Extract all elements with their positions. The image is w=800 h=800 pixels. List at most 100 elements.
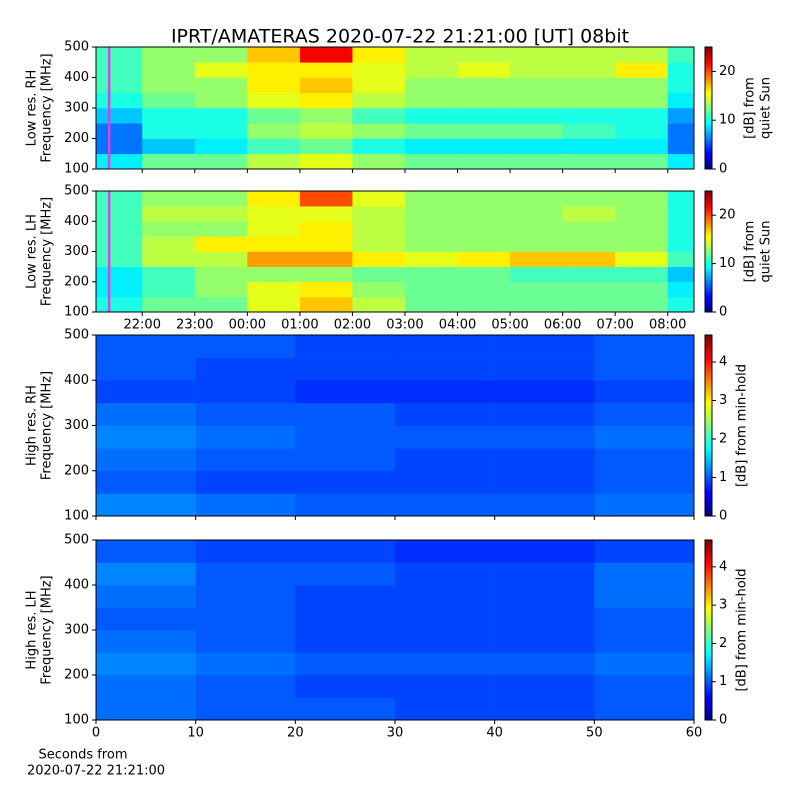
heatmap-cell bbox=[562, 138, 616, 155]
colorbar-step bbox=[705, 71, 712, 74]
colorbar-step bbox=[705, 305, 712, 309]
y-tick-label: 300 bbox=[64, 418, 89, 433]
colorbar-step bbox=[705, 132, 712, 135]
heatmap-cell bbox=[395, 425, 495, 449]
heatmap-cell bbox=[96, 221, 143, 237]
colorbar-step bbox=[705, 543, 712, 547]
heatmap-cell bbox=[96, 77, 143, 94]
colorbar-step bbox=[705, 309, 712, 313]
colorbar-step bbox=[705, 209, 712, 212]
colorbar-step bbox=[705, 293, 712, 297]
colorbar-step bbox=[705, 271, 712, 275]
colorbar-step bbox=[705, 85, 712, 89]
y-tick-label: 100 bbox=[64, 713, 89, 728]
colorbar-step bbox=[705, 633, 712, 637]
heatmap-cell bbox=[295, 585, 396, 608]
colorbar-step bbox=[705, 205, 712, 208]
colorbar-step bbox=[705, 714, 712, 718]
colorbar-step bbox=[705, 267, 712, 271]
colorbar-step bbox=[705, 215, 712, 218]
colorbar-step bbox=[705, 561, 712, 565]
heatmap-cell bbox=[562, 191, 616, 207]
heatmap-cell bbox=[194, 153, 248, 170]
colorbar-step bbox=[705, 103, 712, 107]
colorbar-step bbox=[705, 160, 712, 164]
heatmap-cell bbox=[299, 62, 353, 78]
heatmap-cell bbox=[510, 251, 563, 267]
heatmap-cell bbox=[510, 47, 563, 63]
heatmap-cell bbox=[395, 493, 495, 517]
colorbar-step bbox=[705, 112, 712, 115]
colorbar-step bbox=[705, 75, 712, 78]
heatmap-cell bbox=[562, 47, 616, 63]
heatmap-cell bbox=[494, 357, 595, 381]
heatmap-cell bbox=[299, 108, 353, 124]
colorbar-step bbox=[705, 693, 712, 697]
colorbar-step bbox=[705, 91, 712, 95]
x-tick-label: 08:00 bbox=[649, 318, 686, 333]
heatmap-cell bbox=[142, 206, 196, 222]
colorbar-step bbox=[705, 101, 712, 105]
heatmap-cell bbox=[195, 380, 296, 404]
colorbar-step bbox=[705, 49, 712, 52]
colorbar-tick-label: 1 bbox=[719, 470, 727, 485]
heatmap-cell bbox=[96, 92, 143, 109]
colorbar-step bbox=[705, 461, 712, 466]
colorbar-step bbox=[705, 636, 712, 640]
colorbar-step bbox=[705, 419, 712, 423]
heatmap-cell bbox=[299, 191, 353, 207]
heatmap-cell bbox=[594, 470, 695, 494]
colorbar-step bbox=[705, 269, 712, 273]
colorbar-step bbox=[705, 564, 712, 568]
colorbar-step bbox=[705, 464, 712, 469]
heatmap-cell bbox=[295, 607, 396, 631]
heatmap-cell bbox=[457, 153, 511, 170]
colorbar-step bbox=[705, 597, 712, 601]
heatmap-cell bbox=[195, 357, 296, 381]
heatmap-cell bbox=[594, 335, 695, 358]
heatmap-cell bbox=[299, 77, 353, 94]
colorbar-step bbox=[705, 398, 712, 402]
colorbar-step bbox=[705, 666, 712, 670]
colorbar-step bbox=[705, 470, 712, 475]
heatmap-cell bbox=[142, 138, 196, 155]
colorbar-step bbox=[705, 374, 712, 378]
heatmap-cell bbox=[194, 281, 248, 298]
heatmap-cell bbox=[142, 92, 196, 109]
colorbar-step bbox=[705, 243, 712, 246]
heatmap-cell bbox=[295, 335, 396, 358]
colorbar-step bbox=[705, 618, 712, 622]
colorbar-step bbox=[705, 53, 712, 56]
heatmap-cell bbox=[510, 62, 563, 78]
colorbar-step bbox=[705, 585, 712, 589]
heatmap-cell bbox=[96, 448, 196, 472]
heatmap-cell bbox=[299, 296, 353, 313]
heatmap-cell bbox=[594, 630, 695, 653]
heatmap-cell bbox=[299, 236, 353, 252]
heatmap-cell bbox=[195, 493, 296, 517]
heatmap-cell bbox=[667, 153, 695, 170]
heatmap-cell bbox=[562, 206, 616, 222]
colorbar-step bbox=[705, 213, 712, 216]
heatmap-cell bbox=[295, 630, 396, 653]
heatmap-cell bbox=[457, 236, 511, 252]
heatmap-cell bbox=[404, 221, 458, 237]
colorbar-step bbox=[705, 235, 712, 238]
colorbar-step bbox=[705, 51, 712, 54]
colorbar-step bbox=[705, 241, 712, 244]
heatmap-cell bbox=[395, 607, 495, 631]
colorbar-tick-label: 2 bbox=[719, 431, 727, 446]
colorbar-step bbox=[705, 140, 712, 144]
heatmap-cell bbox=[194, 221, 248, 237]
heatmap-cell bbox=[247, 47, 301, 63]
colorbar-step bbox=[705, 582, 712, 586]
heatmap-cell bbox=[352, 251, 406, 267]
heatmap-cell bbox=[352, 108, 406, 124]
y-tick-label: 500 bbox=[64, 328, 89, 343]
colorbar-step bbox=[705, 407, 712, 411]
colorbar-step bbox=[705, 540, 712, 544]
colorbar-step bbox=[705, 425, 712, 430]
colorbar-step bbox=[705, 152, 712, 156]
heatmap-cell bbox=[510, 108, 563, 124]
heatmap-cell bbox=[194, 47, 248, 63]
